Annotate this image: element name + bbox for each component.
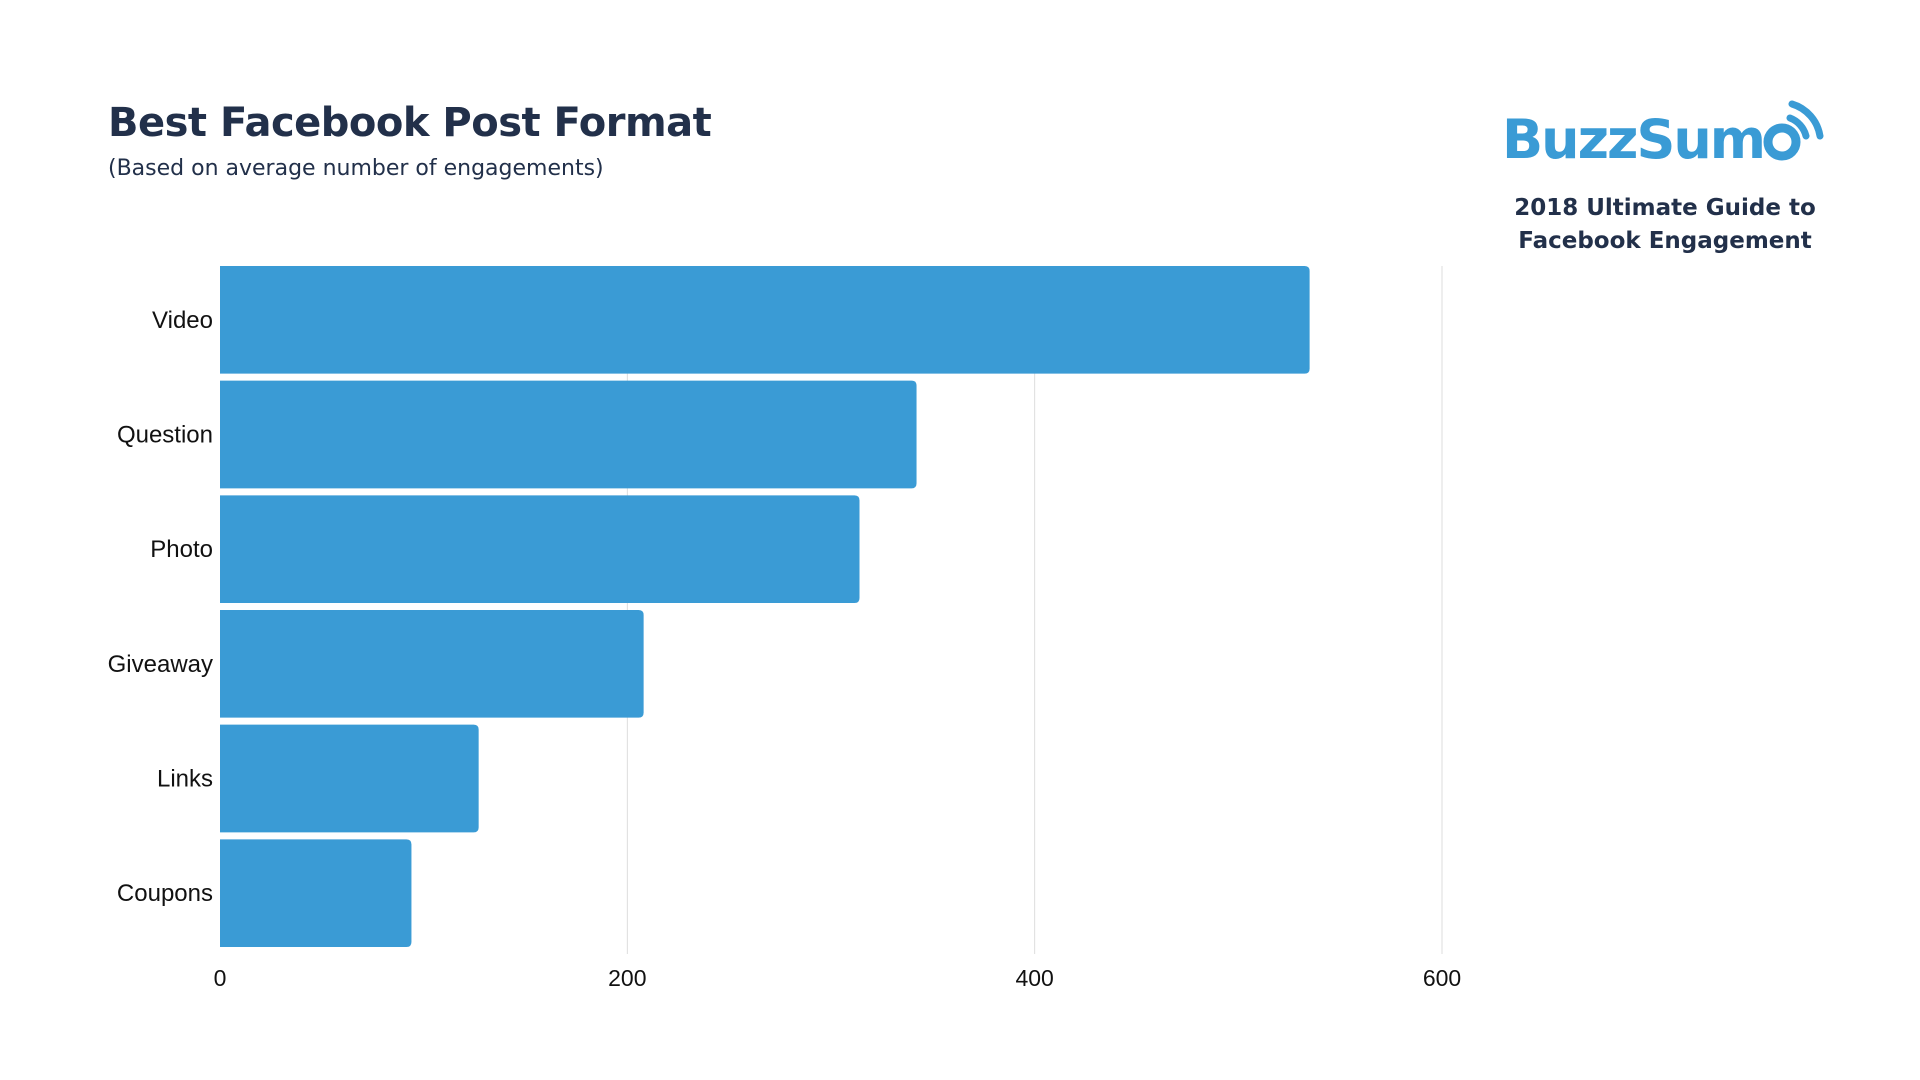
guide-line-1: 2018 Ultimate Guide to [1514, 195, 1816, 221]
bar-question [220, 380, 917, 489]
chart-subtitle: (Based on average number of engagements) [108, 156, 604, 181]
x-tick-label: 600 [1423, 965, 1461, 991]
category-label: Links [157, 766, 213, 793]
category-label: Coupons [117, 880, 213, 907]
guide-caption: 2018 Ultimate Guide to Facebook Engageme… [1500, 192, 1830, 258]
category-label: Question [117, 422, 213, 449]
x-tick-label: 400 [1015, 965, 1053, 991]
chart-title: Best Facebook Post Format [108, 100, 712, 146]
bar-coupons [220, 839, 412, 947]
x-tick-label: 200 [608, 965, 646, 991]
category-label: Video [152, 307, 213, 334]
svg-text:BuzzSum: BuzzSum [1502, 108, 1764, 166]
bar-video [220, 266, 1310, 374]
bar-giveaway [220, 610, 644, 718]
category-label: Photo [150, 536, 213, 563]
category-label: Giveaway [108, 651, 213, 678]
x-tick-label: 0 [214, 965, 227, 991]
bar-photo [220, 495, 860, 603]
bar-links [220, 724, 479, 833]
buzzsumo-logo: BuzzSum [1500, 96, 1830, 171]
guide-line-2: Facebook Engagement [1518, 228, 1812, 254]
